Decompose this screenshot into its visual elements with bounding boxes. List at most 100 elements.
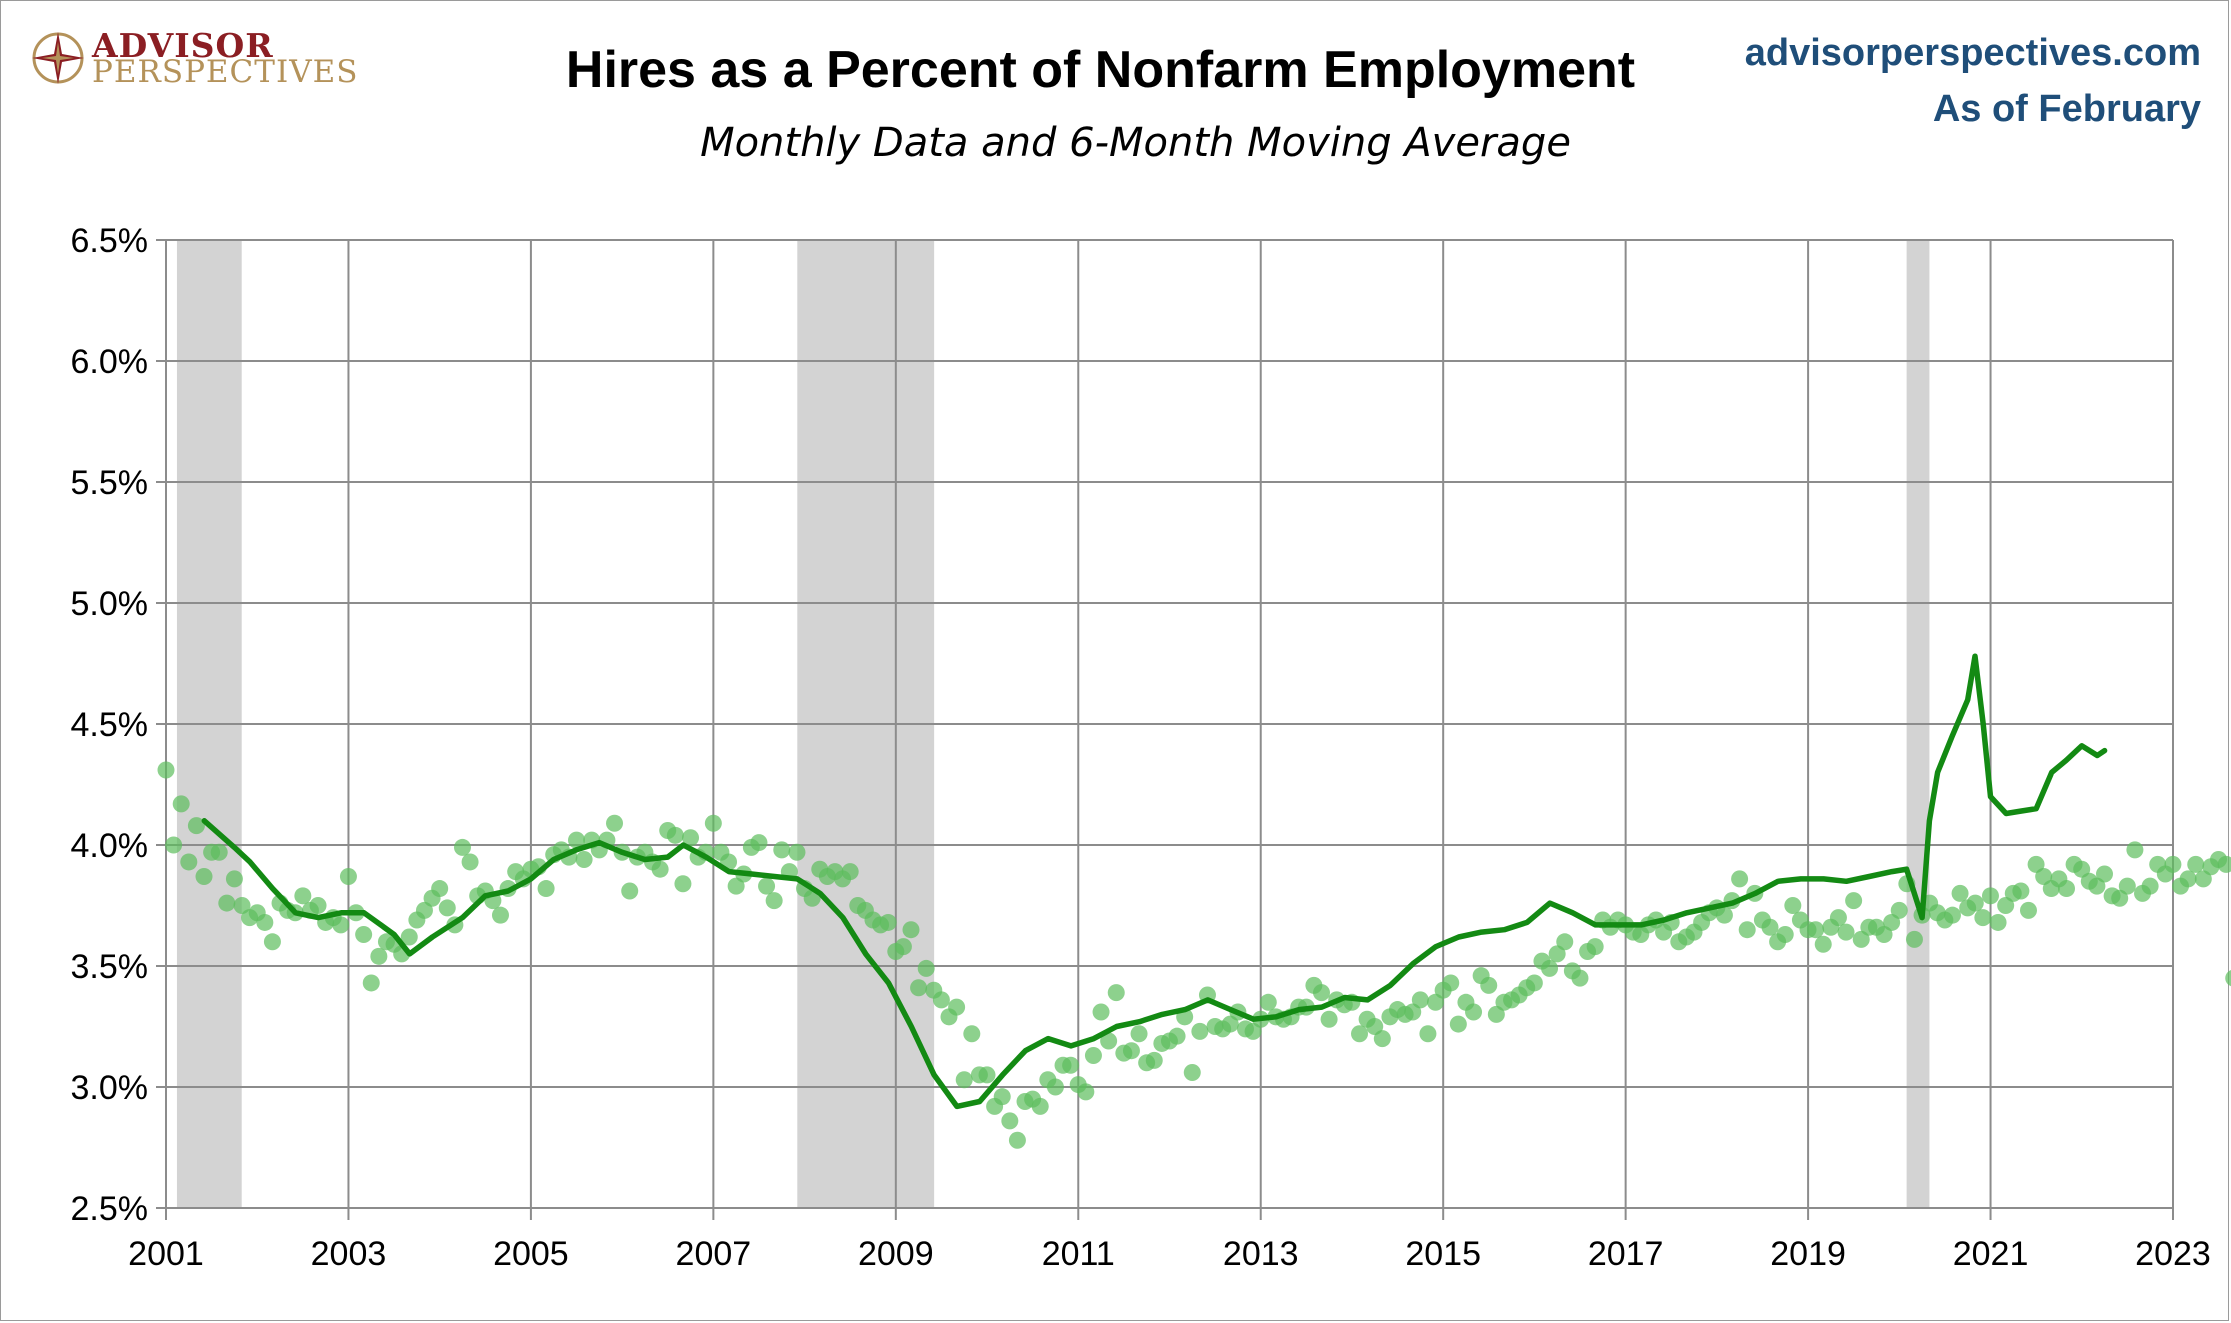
monthly-data-point [606,814,624,832]
monthly-data-point [210,843,228,861]
gridlines [156,239,2174,1220]
x-tick-label: 2001 [128,1235,204,1273]
monthly-data-point [666,826,684,844]
monthly-data-point [575,851,593,869]
site-url[interactable]: advisorperspectives.com [1744,32,2201,74]
monthly-data-point [187,817,205,835]
y-tick-label: 4.5% [71,706,149,744]
monthly-data-point [1814,935,1832,953]
monthly-data-point [1525,974,1543,992]
monthly-data-point [993,1088,1011,1106]
monthly-data-point [2194,870,2212,888]
x-tick-label: 2009 [858,1235,934,1273]
chart-title-text: Hires as a Percent of Nonfarm Employment [565,41,1636,99]
moving-average-line [201,653,2108,1110]
monthly-data-point [2179,870,2197,888]
monthly-data-point [1046,1078,1064,1096]
monthly-data-point [294,887,312,905]
monthly-data-point [1221,1015,1239,1033]
monthly-data-point [568,831,586,849]
monthly-data-point [1077,1083,1095,1101]
monthly-data-point [2057,880,2075,898]
y-tick-label: 3.0% [71,1069,149,1107]
monthly-data-point [1092,1003,1110,1021]
monthly-data-point [491,906,509,924]
monthly-data-point [400,928,418,946]
monthly-data-point [1571,969,1589,987]
monthly-data-point [256,913,274,931]
monthly-data-point [180,853,198,871]
monthly-data-point [955,1071,973,1089]
monthly-data-point [1001,1112,1019,1130]
monthly-data-point [1541,959,1559,977]
monthly-data-point [1411,991,1429,1009]
monthly-data-point [704,814,722,832]
monthly-data-point [1738,921,1756,939]
monthly-data-point [195,867,213,885]
monthly-data-point [1259,993,1277,1011]
monthly-data-point [2027,855,2045,873]
monthly-data-point [1981,887,1999,905]
monthly-data-point [453,838,471,856]
monthly-data-point [2187,855,2205,873]
logo-text-advisor: ADVISOR [92,26,274,65]
x-tick-label: 2007 [676,1235,752,1273]
monthly-data-point [2225,970,2231,987]
monthly-data-point [1586,938,1604,956]
monthly-data-point [1556,933,1574,951]
monthly-data-point [1487,1005,1505,1023]
monthly-data-point [788,843,806,861]
monthly-data-point [309,897,327,914]
monthly-data-point [362,974,380,992]
monthly-data-point [621,882,639,900]
monthly-data-point [263,933,281,951]
monthly-data-point [1875,926,1893,944]
monthly-data-point [1312,984,1330,1002]
monthly-data-point [2111,889,2129,907]
moving-average-line-group [201,653,2108,1110]
y-tick-label: 2.5% [71,1190,149,1228]
monthly-data-point [165,836,183,854]
monthly-data-point [2073,860,2091,878]
monthly-data-point [370,947,388,965]
monthly-data-point [225,870,243,888]
monthly-data-point [2096,865,2114,883]
monthly-data-point [1145,1051,1163,1069]
monthly-data-point [157,761,175,779]
monthly-data-point [1404,1003,1422,1021]
x-tick-label: 2023 [2135,1235,2211,1273]
monthly-data-point [2164,855,2182,873]
monthly-data-point [2141,877,2159,895]
x-tick-label: 2021 [1953,1235,2029,1273]
monthly-data-point [2012,882,2030,900]
x-tick-label: 2019 [1770,1235,1846,1273]
monthly-data-point [1966,894,1984,912]
monthly-data-point [1974,909,1992,927]
monthly-data-point [1776,926,1794,944]
monthly-data-point [1997,897,2015,914]
monthly-data-point [1837,923,1855,941]
monthly-data-point [1829,909,1847,927]
monthly-data-point [537,880,555,898]
monthly-data-point [841,863,859,881]
monthly-data-point [651,860,669,878]
monthly-data-point [765,892,783,910]
monthly-data-point [917,959,935,977]
monthly-data-point [415,901,433,919]
monthly-data-point [218,894,236,912]
monthly-data-point [2126,841,2144,859]
monthly-data-point [1943,906,1961,924]
x-tick-label: 2017 [1588,1235,1664,1273]
monthly-data-point [773,841,791,859]
monthly-data-point [963,1025,981,1043]
monthly-data-point [1320,1010,1338,1028]
monthly-data-point [2088,877,2106,895]
monthly-data-point [1122,1042,1140,1060]
y-tick-label: 6.5% [71,222,149,260]
monthly-data-point [727,877,745,895]
monthly-data-point [355,926,373,944]
monthly-data-point [431,880,449,898]
monthly-data-point [1442,974,1460,992]
y-tick-label: 5.5% [71,464,149,502]
